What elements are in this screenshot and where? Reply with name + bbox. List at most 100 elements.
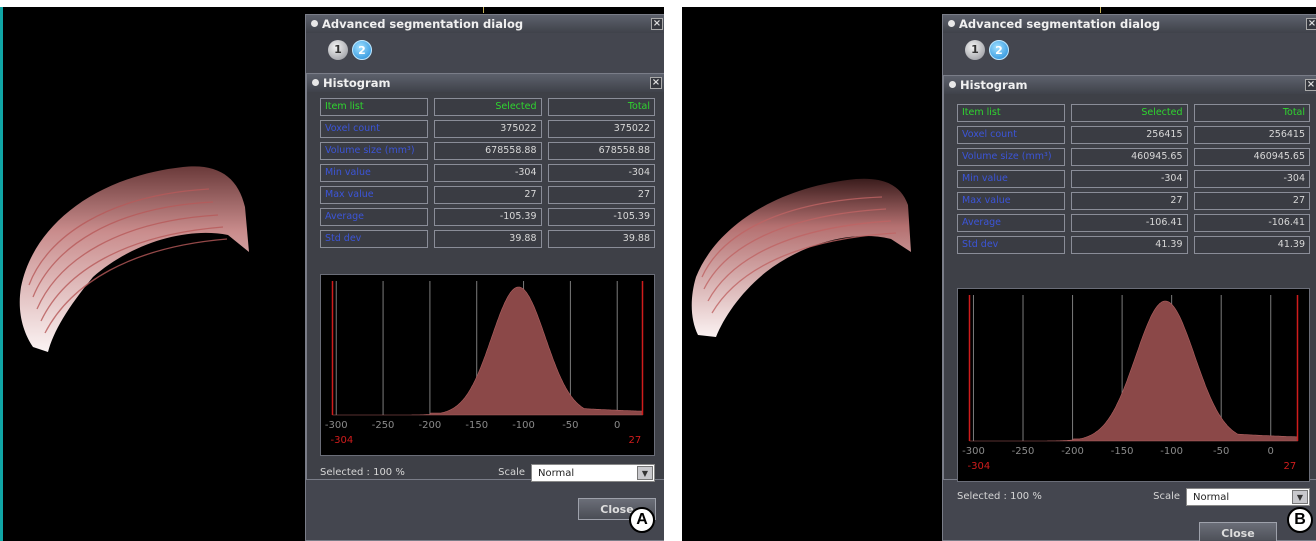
histogram-dialog[interactable]: Histogram × Item list Selected Total Voxe… — [306, 73, 664, 482]
dialog-title: Advanced segmentation dialog — [959, 17, 1161, 31]
scale-selected-value: Normal — [538, 468, 575, 479]
viewport-panel-b[interactable]: Advanced segmentation dialog × 1 2 Histog… — [682, 7, 1316, 541]
row-label: Min value — [957, 170, 1065, 188]
histogram-title: Histogram — [960, 78, 1028, 92]
header-selected: Selected — [1071, 104, 1188, 122]
window-bullet-icon — [948, 20, 955, 27]
row-label: Min value — [320, 164, 428, 182]
tab-1-icon[interactable]: 1 — [965, 40, 985, 60]
selected-value: 375022 — [434, 120, 542, 138]
table-row: Average -105.39 -105.39 — [320, 208, 655, 226]
close-x-icon[interactable]: × — [650, 77, 662, 89]
total-value: 39.88 — [547, 230, 655, 248]
scale-label: Scale — [1153, 491, 1180, 502]
row-label: Average — [320, 208, 428, 226]
close-button[interactable]: Close — [1199, 522, 1277, 541]
row-label: Voxel count — [320, 120, 428, 138]
viewport-panel-a[interactable]: Advanced segmentation dialog × 1 2 Histog… — [0, 7, 664, 541]
table-row: Average -106.41 -106.41 — [957, 214, 1310, 232]
advanced-segmentation-dialog[interactable]: Advanced segmentation dialog × 1 2 Histog… — [942, 14, 1316, 541]
total-value: 27 — [547, 186, 655, 204]
selected-value: 460945.65 — [1071, 148, 1188, 166]
tab-2-icon[interactable]: 2 — [352, 40, 372, 60]
close-x-icon[interactable]: × — [1306, 18, 1316, 30]
row-label: Max value — [320, 186, 428, 204]
row-label: Std dev — [320, 230, 428, 248]
crosshair-marker — [1100, 7, 1101, 13]
total-value: 460945.65 — [1193, 148, 1310, 166]
total-value: 41.39 — [1193, 236, 1310, 254]
advanced-segmentation-dialog[interactable]: Advanced segmentation dialog × 1 2 Histog… — [305, 14, 664, 541]
table-header-row: Item list Selected Total — [320, 98, 655, 116]
x-tick-label: -100 — [1160, 446, 1183, 457]
range-min-label: -304 — [331, 435, 354, 446]
histogram-titlebar[interactable]: Histogram × — [307, 74, 664, 92]
header-item-list: Item list — [320, 98, 428, 116]
scale-select[interactable]: Normal ▼ — [531, 464, 655, 482]
dialog-titlebar[interactable]: Advanced segmentation dialog × — [306, 15, 664, 33]
table-row: Std dev 41.39 41.39 — [957, 236, 1310, 254]
scale-select[interactable]: Normal ▼ — [1186, 488, 1310, 506]
segmented-volume-render[interactable] — [686, 157, 916, 347]
window-bullet-icon — [311, 20, 318, 27]
selected-value: 27 — [434, 186, 542, 204]
panel-badge-a: A — [629, 507, 655, 533]
x-tick-label: -50 — [562, 420, 578, 431]
histogram-distribution — [969, 300, 1298, 442]
histogram-dialog[interactable]: Histogram × Item list Selected Total Voxe… — [943, 75, 1316, 506]
close-button[interactable]: Close — [578, 498, 656, 520]
selected-value: 27 — [1071, 192, 1188, 210]
header-total: Total — [1193, 104, 1310, 122]
x-tick-label: -100 — [512, 420, 535, 431]
segmented-volume-render[interactable] — [13, 147, 253, 367]
table-row: Volume size (mm³) 460945.65 460945.65 — [957, 148, 1310, 166]
header-item-list: Item list — [957, 104, 1065, 122]
selected-value: 256415 — [1071, 126, 1188, 144]
statistics-table: Item list Selected Total Voxel count 3750… — [320, 98, 655, 252]
row-label: Volume size (mm³) — [320, 142, 428, 160]
total-value: 678558.88 — [547, 142, 655, 160]
table-row: Std dev 39.88 39.88 — [320, 230, 655, 248]
header-total: Total — [547, 98, 655, 116]
total-value: 27 — [1193, 192, 1310, 210]
histogram-plot: -300 -250 -200 -150 -100 -50 0 -304 27 — [962, 295, 1299, 472]
histogram-chart: -300 -250 -200 -150 -100 -50 0 -304 27 — [957, 288, 1310, 482]
dialog-titlebar[interactable]: Advanced segmentation dialog × — [943, 15, 1316, 33]
selected-value: -304 — [434, 164, 542, 182]
table-row: Max value 27 27 — [957, 192, 1310, 210]
table-row: Voxel count 375022 375022 — [320, 120, 655, 138]
row-label: Voxel count — [957, 126, 1065, 144]
selected-value: -304 — [1071, 170, 1188, 188]
selected-value: -105.39 — [434, 208, 542, 226]
window-bullet-icon — [312, 79, 319, 86]
selected-value: 39.88 — [434, 230, 542, 248]
dialog-title: Advanced segmentation dialog — [322, 17, 524, 31]
histogram-title: Histogram — [323, 76, 391, 90]
selected-value: -106.41 — [1071, 214, 1188, 232]
x-tick-label: -250 — [372, 420, 395, 431]
range-min-label: -304 — [968, 461, 991, 472]
histogram-titlebar[interactable]: Histogram × — [944, 76, 1316, 94]
histogram-plot: -300 -250 -200 -150 -100 -50 0 -304 27 — [325, 281, 644, 446]
dropdown-arrow-icon[interactable]: ▼ — [637, 466, 653, 480]
total-value: -304 — [1193, 170, 1310, 188]
dropdown-arrow-icon[interactable]: ▼ — [1292, 490, 1308, 504]
tab-2-icon[interactable]: 2 — [989, 40, 1009, 60]
total-value: -105.39 — [547, 208, 655, 226]
row-label: Average — [957, 214, 1065, 232]
tab-1-icon[interactable]: 1 — [328, 40, 348, 60]
x-tick-label: -150 — [1111, 446, 1134, 457]
table-row: Min value -304 -304 — [957, 170, 1310, 188]
total-value: 256415 — [1193, 126, 1310, 144]
panel-badge-b: B — [1287, 507, 1313, 533]
close-x-icon[interactable]: × — [1305, 79, 1316, 91]
close-x-icon[interactable]: × — [651, 18, 663, 30]
table-header-row: Item list Selected Total — [957, 104, 1310, 122]
x-tick-label: -200 — [419, 420, 442, 431]
x-tick-label: 0 — [614, 420, 620, 431]
range-max-label: 27 — [629, 435, 642, 446]
total-value: -106.41 — [1193, 214, 1310, 232]
x-tick-label: -300 — [325, 420, 348, 431]
total-value: 375022 — [547, 120, 655, 138]
selected-value: 678558.88 — [434, 142, 542, 160]
